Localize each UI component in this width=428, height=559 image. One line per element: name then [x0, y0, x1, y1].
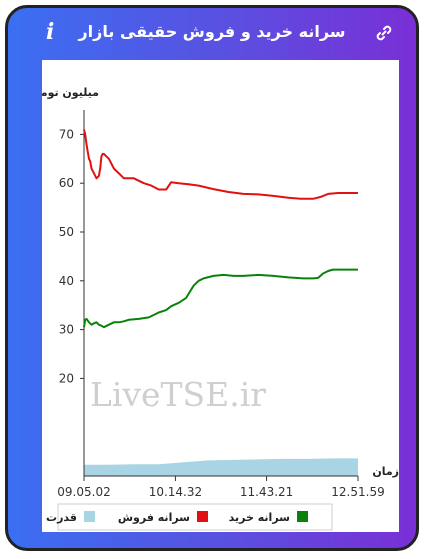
- y-tick-label: 20: [59, 371, 74, 385]
- x-tick-label: 09.05.02: [57, 485, 110, 499]
- legend-swatch[interactable]: [84, 511, 95, 522]
- link-icon[interactable]: [374, 23, 394, 43]
- legend-swatch[interactable]: [297, 511, 308, 522]
- y-tick-label: 40: [59, 274, 74, 288]
- legend-label[interactable]: قدرت: [46, 511, 77, 524]
- series-line-sell: [83, 129, 358, 200]
- widget-title: سرانه خرید و فروش حقیقی بازار: [78, 22, 346, 41]
- series-line-buy: [83, 268, 358, 329]
- plot-area: 20 30 40 50 60 70 09.05.02 10.14.32 11.43.21 12.5…: [57, 110, 385, 499]
- widget-header: i سرانه خرید و فروش حقیقی بازار: [8, 8, 416, 58]
- widget-card: i سرانه خرید و فروش حقیقی بازار میلیون ت…: [5, 5, 419, 551]
- legend: سرانه خرید سرانه فروش قدرت: [46, 503, 333, 531]
- chart-panel: میلیون تومان زمان LiveTSE.ir 20 30 40 50 60 7…: [27, 60, 399, 532]
- y-tick-label: 30: [59, 323, 74, 337]
- y-tick-label: 50: [59, 225, 74, 239]
- legend-swatch[interactable]: [197, 511, 208, 522]
- y-axis-label: میلیون تومان: [42, 86, 99, 99]
- x-tick-label: 10.14.32: [149, 485, 202, 499]
- y-tick-label: 70: [59, 127, 74, 141]
- legend-box: [57, 503, 333, 531]
- price-chart: میلیون تومان زمان LiveTSE.ir 20 30 40 50 60 7…: [27, 86, 399, 531]
- legend-label[interactable]: سرانه خرید: [229, 511, 290, 524]
- x-tick-label: 12.51.59: [331, 485, 384, 499]
- y-tick-label: 60: [59, 176, 74, 190]
- watermark: LiveTSE.ir: [90, 375, 266, 414]
- x-tick-label: 11.43.21: [240, 485, 293, 499]
- series-area-power: [84, 458, 358, 476]
- legend-label[interactable]: سرانه فروش: [118, 511, 190, 524]
- x-axis-label: زمان: [372, 465, 399, 478]
- info-icon[interactable]: i: [46, 19, 55, 45]
